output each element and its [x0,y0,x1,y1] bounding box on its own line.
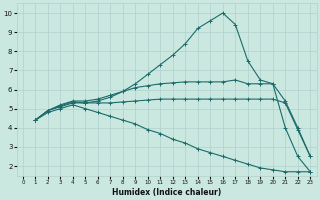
X-axis label: Humidex (Indice chaleur): Humidex (Indice chaleur) [112,188,221,197]
